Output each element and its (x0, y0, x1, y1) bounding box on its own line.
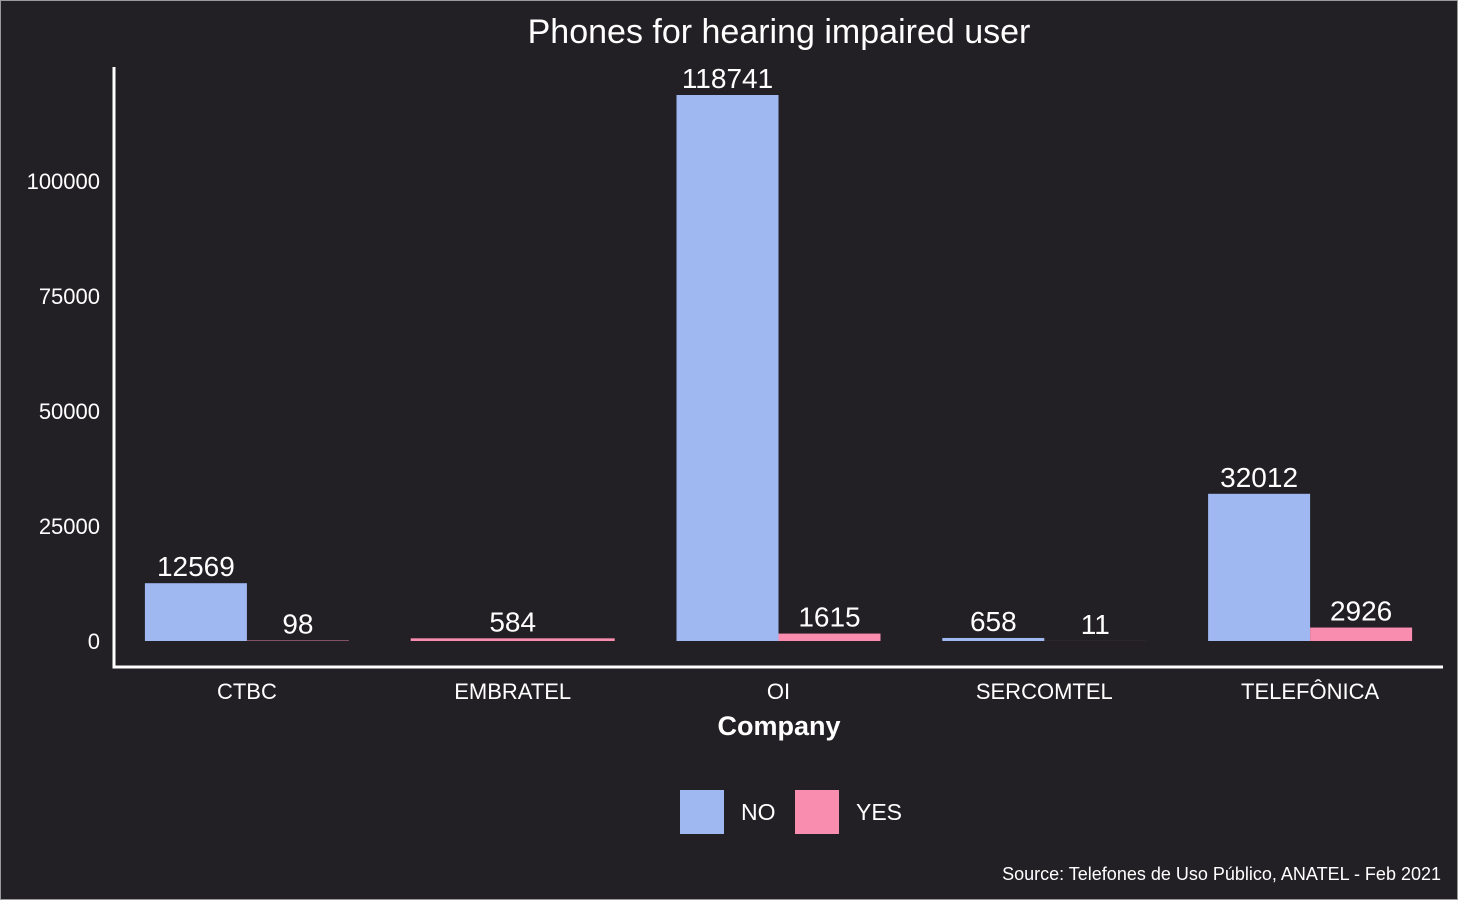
legend-label-yes: YES (856, 799, 902, 825)
data-label: 12569 (157, 551, 235, 582)
bar-no-ctbc (144, 583, 247, 641)
data-label: 98 (282, 609, 313, 640)
bars (144, 95, 1413, 641)
y-tick-label: 75000 (39, 284, 100, 309)
legend-label-no: NO (741, 799, 776, 825)
source-caption: Source: Telefones de Uso Público, ANATEL… (1002, 864, 1441, 884)
y-tick-label: 0 (88, 629, 100, 654)
bar-yes-telefônica (1310, 627, 1413, 641)
bar-yes-oi (778, 633, 881, 641)
y-tick-label: 100000 (27, 169, 100, 194)
data-label: 32012 (1220, 462, 1298, 493)
y-tick-label: 25000 (39, 514, 100, 539)
data-label: 584 (489, 606, 536, 637)
data-label: 2926 (1330, 596, 1392, 627)
y-tick-label: 50000 (39, 399, 100, 424)
data-label: 11 (1081, 609, 1110, 640)
x-tick-label: CTBC (217, 679, 277, 704)
x-tick-label: EMBRATEL (454, 679, 571, 704)
x-tick-label: OI (767, 679, 790, 704)
bar-no-sercomtel (942, 637, 1045, 641)
x-tick-label: SERCOMTEL (976, 679, 1113, 704)
y-axis-ticks: 0 25000 50000 75000 100000 (27, 169, 100, 654)
bar-no-oi (676, 95, 779, 641)
x-axis-categories: CTBC EMBRATEL OI SERCOMTEL TELEFÔNICA (217, 679, 1380, 704)
data-labels: 12569 98 584 118741 1615 658 11 32012 2926 (157, 63, 1392, 640)
chart-title: Phones for hearing impaired user (528, 13, 1031, 51)
x-axis-title: Company (717, 711, 840, 741)
bar-yes-embratel (410, 638, 615, 641)
bar-no-telefônica (1208, 493, 1311, 641)
legend-swatch-yes (795, 790, 839, 834)
data-label: 1615 (798, 602, 860, 633)
x-tick-label: TELEFÔNICA (1241, 679, 1379, 704)
data-label: 658 (970, 606, 1017, 637)
legend-swatch-no (680, 790, 724, 834)
data-label: 118741 (682, 63, 773, 94)
legend: NO YES (680, 790, 902, 834)
